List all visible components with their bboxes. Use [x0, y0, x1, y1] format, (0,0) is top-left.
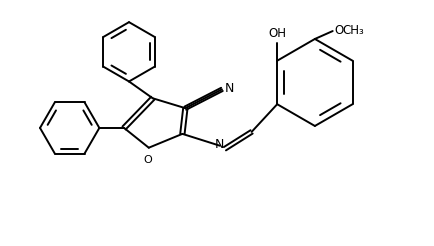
Text: N: N [225, 82, 234, 95]
Text: CH₃: CH₃ [342, 24, 364, 37]
Text: N: N [214, 138, 224, 151]
Text: O: O [143, 155, 152, 165]
Text: O: O [335, 24, 344, 37]
Text: OH: OH [268, 27, 286, 40]
